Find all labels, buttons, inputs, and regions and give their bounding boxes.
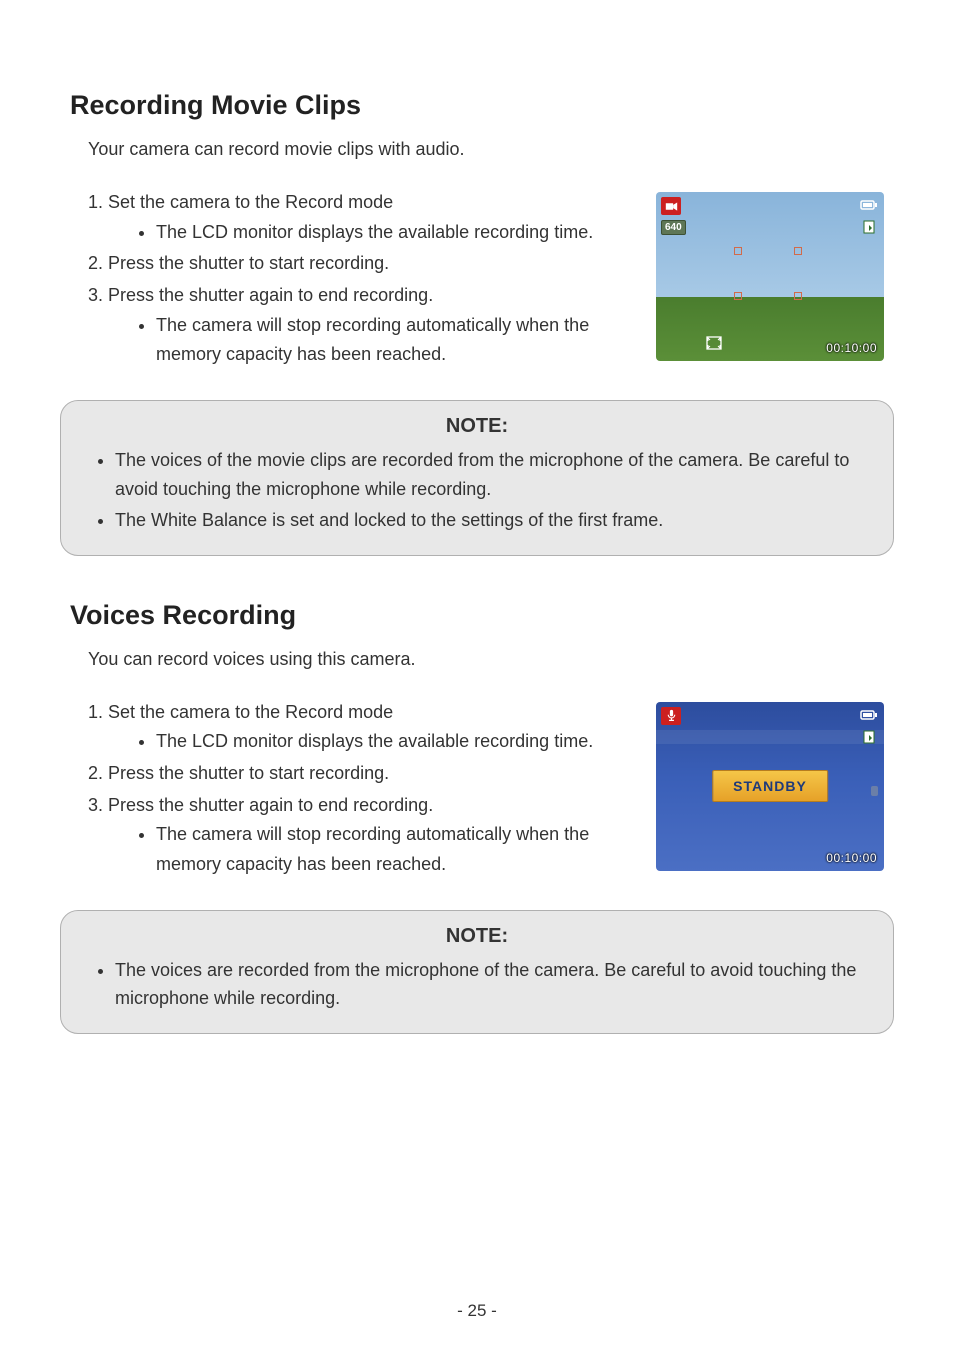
section1-note-box: NOTE: The voices of the movie clips are … — [60, 400, 894, 555]
card-arrow-icon — [863, 220, 877, 241]
microphone-icon — [661, 707, 681, 725]
note-item: The voices are recorded from the microph… — [115, 956, 873, 1014]
note-item: The White Balance is set and locked to t… — [115, 506, 873, 535]
card-arrow-icon — [863, 730, 877, 751]
section2-steps-col: Set the camera to the Record mode The LC… — [70, 698, 638, 882]
step-2: Press the shutter to start recording. — [108, 759, 638, 789]
section1-title: Recording Movie Clips — [70, 90, 884, 121]
note-list: The voices of the movie clips are record… — [115, 446, 873, 534]
step-1-sub: The LCD monitor displays the available r… — [156, 218, 638, 248]
battery-icon — [860, 198, 878, 216]
focus-corner-icon — [794, 247, 802, 255]
battery-icon — [860, 708, 878, 726]
section1-intro: Your camera can record movie clips with … — [88, 139, 884, 160]
recording-time: 00:10:00 — [826, 851, 877, 865]
step-1: Set the camera to the Record mode The LC… — [108, 188, 638, 247]
recording-time: 00:10:00 — [826, 341, 877, 355]
step-1-sub: The LCD monitor displays the available r… — [156, 727, 638, 757]
movie-lcd-preview: 640 00:10:00 — [656, 192, 884, 361]
section1-steps-col: Set the camera to the Record mode The LC… — [70, 188, 638, 372]
step-2: Press the shutter to start recording. — [108, 249, 638, 279]
step-1-text: Set the camera to the Record mode — [108, 192, 393, 212]
resolution-badge: 640 — [661, 220, 686, 235]
step-3-text: Press the shutter again to end recording… — [108, 285, 433, 305]
section2-content-row: Set the camera to the Record mode The LC… — [70, 698, 884, 882]
section2-title: Voices Recording — [70, 600, 884, 631]
fullscreen-icon — [706, 336, 722, 355]
step-3: Press the shutter again to end recording… — [108, 281, 638, 370]
voice-lcd-preview: STANDBY 00:10:00 — [656, 702, 884, 871]
focus-corner-icon — [794, 292, 802, 300]
voice-lcd-stripe — [656, 730, 884, 744]
step-3-sub: The camera will stop recording automatic… — [156, 820, 638, 879]
step-3: Press the shutter again to end recording… — [108, 791, 638, 880]
step-3-text: Press the shutter again to end recording… — [108, 795, 433, 815]
page-number: - 25 - — [0, 1301, 954, 1321]
step-1: Set the camera to the Record mode The LC… — [108, 698, 638, 757]
focus-corner-icon — [734, 292, 742, 300]
section2-steps: Set the camera to the Record mode The LC… — [108, 698, 638, 880]
section1-steps: Set the camera to the Record mode The LC… — [108, 188, 638, 370]
scroll-indicator-icon — [871, 786, 878, 796]
section2-note-box: NOTE: The voices are recorded from the m… — [60, 910, 894, 1035]
note-title: NOTE: — [81, 925, 873, 948]
step-1-text: Set the camera to the Record mode — [108, 702, 393, 722]
section1-content-row: Set the camera to the Record mode The LC… — [70, 188, 884, 372]
focus-corner-icon — [734, 247, 742, 255]
note-title: NOTE: — [81, 415, 873, 438]
movie-mode-icon — [661, 197, 681, 215]
standby-label: STANDBY — [712, 770, 828, 802]
section2-intro: You can record voices using this camera. — [88, 649, 884, 670]
note-list: The voices are recorded from the microph… — [115, 956, 873, 1014]
step-3-sub: The camera will stop recording automatic… — [156, 311, 638, 370]
note-item: The voices of the movie clips are record… — [115, 446, 873, 504]
